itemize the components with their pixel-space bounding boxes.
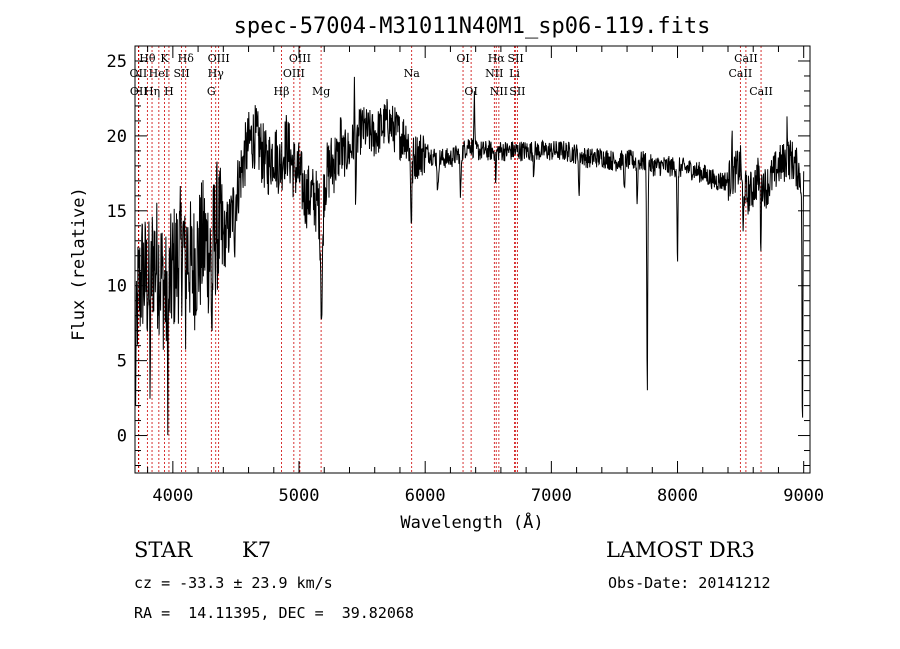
line-markers: [138, 46, 762, 473]
x-tick-label: 9000: [783, 486, 824, 506]
line-marker-label: K: [160, 52, 169, 65]
line-marker-label: Hη: [144, 85, 160, 98]
y-tick-label: 10: [107, 277, 127, 297]
line-marker-label: HeI: [149, 67, 169, 80]
y-tick-label: 15: [107, 202, 127, 222]
object-class: STAR: [134, 538, 193, 562]
line-marker-labels: Hθ OII OII K HeI Hη SII H Hδ OIII Hγ G Hβ OIII OIII Mg N…: [130, 52, 773, 98]
line-marker-label: Na: [404, 67, 421, 80]
line-marker-label: CaII: [749, 85, 773, 98]
y-axis-label: Flux (relative): [69, 187, 89, 341]
line-marker-label: Mg: [312, 85, 330, 98]
line-marker-label: OIII: [289, 52, 311, 65]
object-subclass: K7: [242, 538, 272, 562]
x-axis: 4000 5000 6000 7000 8000 9000: [147, 46, 824, 506]
y-axis: 0 5 10 15 20 25: [107, 45, 810, 467]
line-marker-label: OII: [130, 67, 148, 80]
line-marker-label: SII: [509, 85, 525, 98]
x-axis-label: Wavelength (Å): [400, 511, 543, 533]
line-marker-label: G: [207, 85, 216, 98]
x-tick-label: 4000: [152, 486, 193, 506]
line-marker-label: Hθ: [139, 52, 156, 65]
line-marker-label: Li: [509, 67, 520, 80]
line-marker-label: CaII: [729, 67, 753, 80]
y-tick-label: 5: [117, 352, 127, 372]
survey-name: LAMOST DR3: [606, 538, 755, 562]
x-tick-label: 8000: [657, 486, 698, 506]
x-tick-label: 7000: [531, 486, 572, 506]
plot-frame: [134, 45, 811, 474]
line-marker-label: Hα: [488, 52, 506, 65]
line-marker-label: SII: [173, 67, 189, 80]
x-tick-label: 6000: [405, 486, 446, 506]
line-marker-label: OII: [130, 85, 148, 98]
y-tick-label: 0: [117, 427, 127, 447]
observation-date: Obs-Date: 20141212: [608, 574, 771, 592]
line-marker-label: Hδ: [178, 52, 195, 65]
y-tick-label: 25: [107, 52, 127, 72]
line-marker-label: H: [164, 85, 174, 98]
line-marker-label: OI: [456, 52, 469, 65]
x-tick-label: 5000: [279, 486, 320, 506]
line-marker-label: SII: [508, 52, 524, 65]
spectrum-line: [134, 76, 805, 436]
line-marker-label: Hβ: [274, 85, 290, 98]
y-tick-label: 20: [107, 127, 127, 147]
line-marker-label: CaII: [734, 52, 758, 65]
line-marker-label: OIII: [208, 52, 230, 65]
line-marker-label: NII: [490, 85, 508, 98]
line-marker-label: Hγ: [208, 67, 225, 80]
chart-title: spec-57004-M31011N40M1_sp06-119.fits: [234, 14, 711, 39]
line-marker-label: OIII: [283, 67, 305, 80]
redshift-velocity: cz = -33.3 ± 23.9 km/s: [134, 574, 333, 592]
line-marker-label: OI: [464, 85, 477, 98]
line-marker-label: NII: [485, 67, 503, 80]
spectrum-chart: spec-57004-M31011N40M1_sp06-119.fits Hθ O…: [69, 14, 824, 533]
coordinates: RA = 14.11395, DEC = 39.82068: [134, 604, 414, 622]
